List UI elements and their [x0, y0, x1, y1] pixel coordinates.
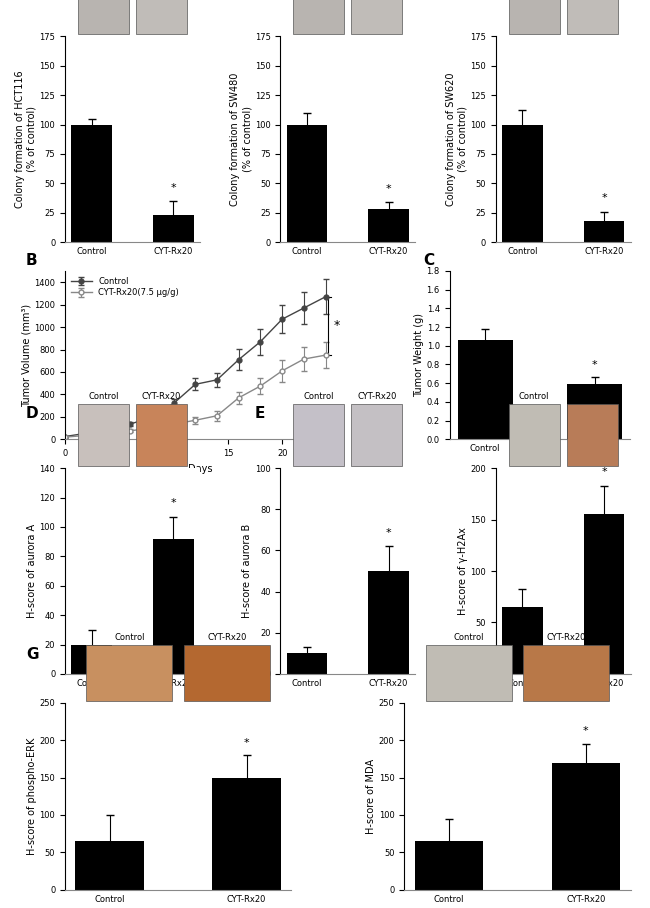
- Bar: [458, 340, 513, 439]
- Text: Control: Control: [519, 392, 549, 401]
- Text: Control: Control: [114, 633, 145, 642]
- Text: H: H: [378, 646, 391, 662]
- Bar: [153, 215, 194, 242]
- Text: CYT-Rx20: CYT-Rx20: [357, 392, 396, 401]
- Text: *: *: [170, 498, 176, 508]
- Text: *: *: [385, 528, 391, 538]
- Bar: [75, 841, 144, 890]
- Bar: [71, 124, 112, 242]
- Y-axis label: H-score of aurora B: H-score of aurora B: [242, 524, 252, 618]
- Bar: [567, 384, 622, 439]
- Legend: Control, CYT-Rx20(7.5 μg/g): Control, CYT-Rx20(7.5 μg/g): [69, 275, 181, 299]
- Bar: [213, 777, 281, 890]
- Text: *: *: [385, 184, 391, 194]
- Bar: [71, 645, 112, 674]
- Text: Control: Control: [454, 633, 484, 642]
- Text: CYT-Rx20: CYT-Rx20: [142, 392, 181, 401]
- Bar: [287, 654, 328, 674]
- Text: Control: Control: [88, 392, 118, 401]
- Text: D: D: [26, 407, 38, 421]
- Text: *: *: [583, 726, 589, 736]
- Y-axis label: H-score of γ-H2Ax: H-score of γ-H2Ax: [458, 527, 467, 615]
- Text: *: *: [601, 193, 607, 203]
- Y-axis label: H-score of aurora A: H-score of aurora A: [27, 524, 37, 618]
- Y-axis label: Colony formation of SW480
(% of control): Colony formation of SW480 (% of control): [231, 73, 252, 206]
- Text: *: *: [333, 320, 339, 332]
- Bar: [584, 221, 625, 242]
- Text: Control: Control: [304, 392, 334, 401]
- Bar: [502, 124, 543, 242]
- Bar: [287, 124, 328, 242]
- Bar: [368, 209, 409, 242]
- Bar: [502, 607, 543, 674]
- Y-axis label: Colony formation of SW620
(% of control): Colony formation of SW620 (% of control): [446, 73, 467, 206]
- Bar: [584, 515, 625, 674]
- Y-axis label: Tumor Volume (mm³): Tumor Volume (mm³): [21, 303, 31, 407]
- Y-axis label: Tumor Weight (g): Tumor Weight (g): [414, 313, 424, 397]
- Text: CYT-Rx20: CYT-Rx20: [573, 392, 612, 401]
- Text: B: B: [26, 252, 38, 268]
- Bar: [552, 763, 620, 890]
- X-axis label: Days: Days: [188, 464, 213, 474]
- Bar: [415, 841, 483, 890]
- Text: *: *: [601, 468, 607, 478]
- Text: *: *: [170, 183, 176, 192]
- Y-axis label: H-score of phospho-ERK: H-score of phospho-ERK: [27, 737, 37, 855]
- Y-axis label: Colony formation of HCT116
(% of control): Colony formation of HCT116 (% of control…: [15, 71, 36, 208]
- Text: *: *: [592, 360, 597, 370]
- Text: E: E: [254, 407, 265, 421]
- Text: G: G: [26, 646, 38, 662]
- Text: *: *: [244, 737, 250, 747]
- Text: CYT-Rx20: CYT-Rx20: [207, 633, 246, 642]
- Text: CYT-Rx20: CYT-Rx20: [547, 633, 586, 642]
- Text: C: C: [424, 252, 435, 268]
- Y-axis label: H-score of MDA: H-score of MDA: [366, 759, 376, 834]
- Bar: [368, 571, 409, 674]
- Bar: [153, 538, 194, 674]
- Text: F: F: [470, 407, 480, 421]
